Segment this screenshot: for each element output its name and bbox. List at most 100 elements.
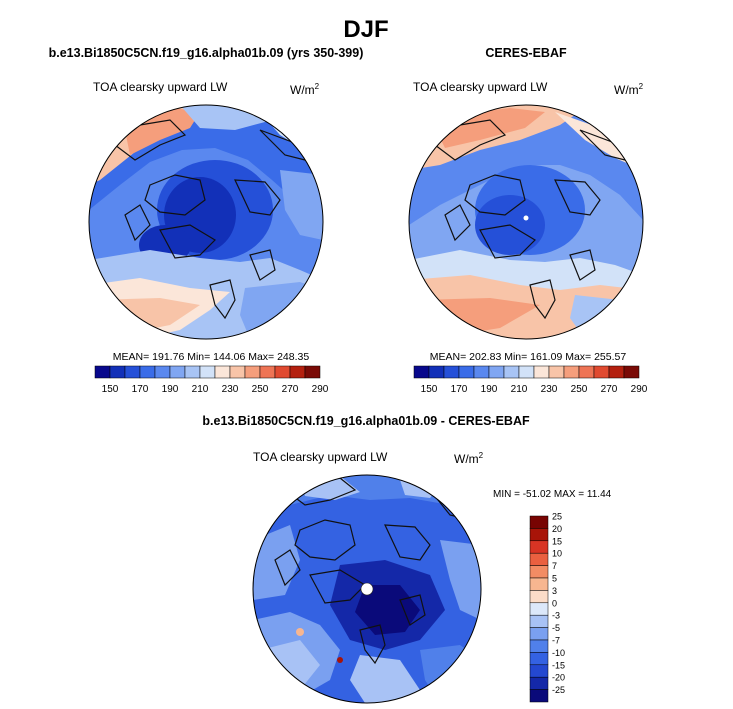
panel-model-colorbar-swatch (139, 365, 156, 379)
panel-obs-map-boundary (408, 104, 644, 340)
panel-diff-colorbar-swatch (529, 676, 549, 690)
panel-diff-colorbar-swatch (529, 602, 549, 616)
panel-obs-colorbar-tick-label: 290 (631, 384, 648, 395)
panel-diff: b.e13.Bi1850C5CN.f19_g16.alpha01b.09 - C… (202, 414, 612, 704)
panel-diff-colorbar-swatch (529, 652, 549, 666)
panel-obs-colorbar-swatch (488, 365, 505, 379)
panel-obs-stats: MEAN= 202.83 Min= 161.09 Max= 255.57 (430, 351, 627, 363)
panel-obs-colorbar-tick-label: 210 (511, 384, 528, 395)
panel-diff-colorbar-tick-label: -25 (552, 685, 565, 695)
panel-obs-colorbar-swatch (623, 365, 640, 379)
panel-obs-colorbar: 150 170 190 210 230 250 270 290 (413, 365, 648, 395)
panel-model-units: W/m2 (290, 82, 320, 97)
panel-model: b.e13.Bi1850C5CN.f19_g16.alpha01b.09 (yr… (49, 46, 364, 395)
panel-diff-colorbar-swatch (529, 627, 549, 641)
panel-obs-colorbar-tick-label: 190 (481, 384, 498, 395)
panel-diff-colorbar-tick-label: 7 (552, 561, 557, 571)
panel-diff-colorbar-swatch (529, 639, 549, 653)
panel-obs-colorbar-swatch (518, 365, 535, 379)
panel-obs-colorbar-tick-label: 170 (451, 384, 468, 395)
panel-obs-colorbar-swatch (548, 365, 565, 379)
panel-obs-colorbar-swatch (593, 365, 610, 379)
panel-diff-title: b.e13.Bi1850C5CN.f19_g16.alpha01b.09 - C… (202, 414, 530, 428)
panel-diff-colorbar-swatch (529, 540, 549, 554)
panel-obs-colorbar-tick-label: 250 (571, 384, 588, 395)
panel-model-colorbar-swatch (289, 365, 306, 379)
panel-model-colorbar-swatch (199, 365, 216, 379)
panel-diff-colorbar-tick-label: 5 (552, 574, 557, 584)
panel-model-colorbar-tick-label: 150 (102, 384, 119, 395)
panel-obs-colorbar-swatch (503, 365, 520, 379)
panel-model-colorbar-tick-label: 230 (222, 384, 239, 395)
panel-model-colorbar-swatch (304, 365, 321, 379)
panel-obs-colorbar-tick-label: 230 (541, 384, 558, 395)
panel-model-stats: MEAN= 191.76 Min= 144.06 Max= 248.35 (113, 351, 310, 363)
panel-model-colorbar-tick-label: 210 (192, 384, 209, 395)
panel-model-colorbar-swatch (229, 365, 246, 379)
panel-obs-colorbar-tick-label: 270 (601, 384, 618, 395)
panel-diff-colorbar-tick-label: -7 (552, 636, 560, 646)
panel-diff-stats: MIN = -51.02 MAX = 11.44 (493, 489, 612, 500)
panel-model-colorbar-tick-label: 170 (132, 384, 149, 395)
panel-obs-colorbar-swatch (608, 365, 625, 379)
panel-obs-colorbar-swatch (533, 365, 550, 379)
panel-diff-colorbar-tick-label: 20 (552, 524, 562, 534)
panel-diff-left-label: TOA clearsky upward LW (253, 450, 388, 464)
panel-model-colorbar-swatch (259, 365, 276, 379)
panel-diff-colorbar-swatch (529, 577, 549, 591)
panel-obs-title: CERES-EBAF (485, 46, 567, 60)
panel-diff-colorbar-swatch (529, 552, 549, 566)
panel-obs-map (409, 105, 643, 339)
panel-diff-colorbar-tick-label: 25 (552, 512, 562, 522)
panel-model-colorbar-tick-label: 290 (312, 384, 329, 395)
panel-diff-colorbar-tick-label: -15 (552, 660, 565, 670)
panel-model-title: b.e13.Bi1850C5CN.f19_g16.alpha01b.09 (yr… (49, 46, 364, 60)
season-title: DJF (343, 16, 388, 43)
panel-diff-colorbar-swatch (529, 515, 549, 529)
panel-model-colorbar-swatch (184, 365, 201, 379)
panel-diff-colorbar-swatch (529, 590, 549, 604)
panel-diff-colorbar-swatch (529, 528, 549, 542)
panel-model-colorbar-swatch (154, 365, 171, 379)
panel-diff-colorbar-tick-label: -20 (552, 673, 565, 683)
panel-model-colorbar-swatch (274, 365, 291, 379)
panel-model-colorbar-swatch (94, 365, 111, 379)
panel-obs-left-label: TOA clearsky upward LW (413, 80, 548, 94)
panel-obs-colorbar-swatch (473, 365, 490, 379)
panel-diff-colorbar-tick-label: -10 (552, 648, 565, 658)
panel-diff-colorbar-swatch (529, 689, 549, 703)
panel-diff-map-boundary (252, 474, 482, 704)
panel-diff-colorbar-tick-label: -3 (552, 611, 560, 621)
panel-model-colorbar-swatch (244, 365, 261, 379)
panel-obs-colorbar-swatch (563, 365, 580, 379)
panel-obs-colorbar-swatch (578, 365, 595, 379)
panel-diff-pole-mask (360, 582, 374, 596)
panel-model-colorbar-swatch (109, 365, 126, 379)
panel-obs-colorbar-swatch (458, 365, 475, 379)
panel-model-map (89, 105, 323, 339)
panel-model-colorbar-swatch (214, 365, 231, 379)
panel-obs-colorbar-tick-label: 150 (421, 384, 438, 395)
panel-obs-colorbar-swatch (443, 365, 460, 379)
panel-diff-colorbar-swatch (529, 614, 549, 628)
panel-diff-colorbar: 25 20 15 10 7 5 3 0 -3 -5 -7 -10 -15 -20 -25 (529, 512, 565, 703)
panel-diff-colorbar-swatch (529, 565, 549, 579)
panel-diff-colorbar-tick-label: -5 (552, 623, 560, 633)
panel-model-colorbar-swatch (124, 365, 141, 379)
panel-obs: CERES-EBAF TOA clearsky upward LW W/m2 M… (408, 46, 648, 395)
panel-obs-colorbar-swatch (413, 365, 430, 379)
panel-model-colorbar: 150 170 190 210 230 250 270 290 (94, 365, 329, 395)
panel-diff-colorbar-swatch (529, 664, 549, 678)
panel-diff-colorbar-tick-label: 3 (552, 586, 557, 596)
panel-obs-units: W/m2 (614, 82, 644, 97)
panel-diff-colorbar-tick-label: 0 (552, 598, 557, 608)
panel-model-map-boundary (88, 104, 324, 340)
panel-model-left-label: TOA clearsky upward LW (93, 80, 228, 94)
panel-diff-units: W/m2 (454, 451, 484, 466)
panel-model-colorbar-tick-label: 190 (162, 384, 179, 395)
panel-model-colorbar-swatch (169, 365, 186, 379)
panel-obs-colorbar-swatch (428, 365, 445, 379)
panel-model-colorbar-tick-label: 250 (252, 384, 269, 395)
panel-diff-colorbar-tick-label: 10 (552, 549, 562, 559)
